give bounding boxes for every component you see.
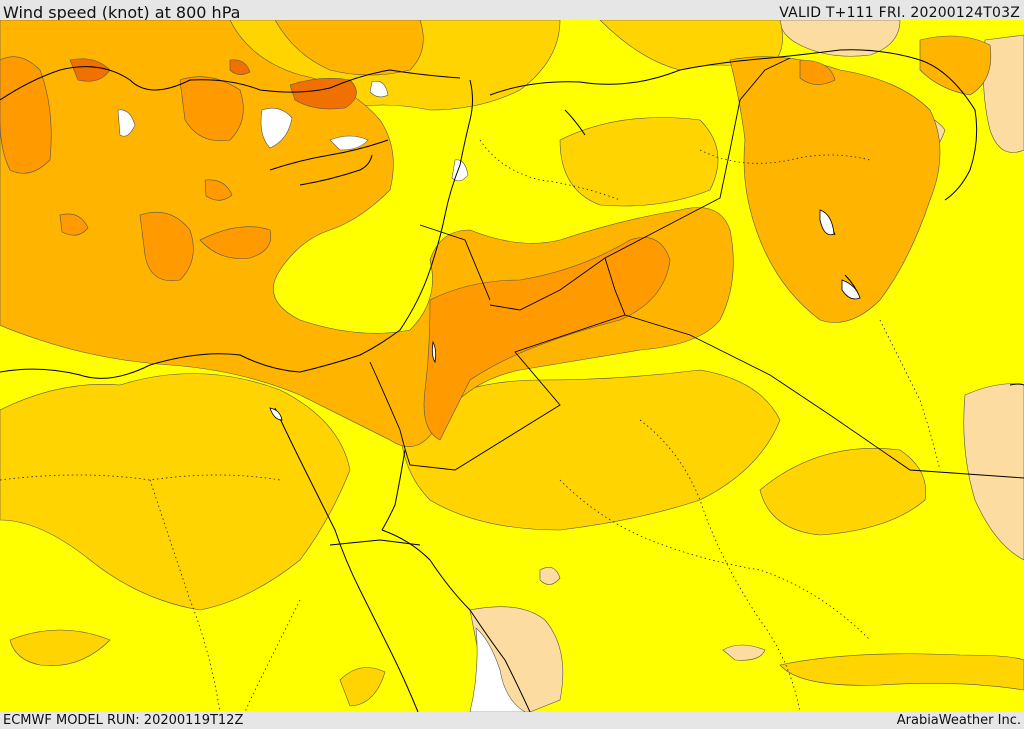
header-bar: Wind speed (knot) at 800 hPa VALID T+111… [0, 0, 1024, 22]
coastlines [0, 49, 1024, 712]
wind-band-very-strong [69, 58, 357, 110]
model-run-label: ECMWF MODEL RUN: 20200119T12Z [3, 713, 244, 728]
valid-time-label: VALID T+111 FRI. 20200124T03Z [779, 5, 1020, 21]
map-canvas [0, 20, 1024, 712]
province-boundaries [0, 139, 941, 712]
map-title: Wind speed (knot) at 800 hPa [3, 3, 241, 22]
inland-water [269, 209, 861, 421]
credit-label: ArabiaWeather Inc. [896, 713, 1021, 728]
wind-speed-map [0, 20, 1024, 712]
country-borders [329, 57, 1024, 546]
footer-bar: ECMWF MODEL RUN: 20200119T12Z ArabiaWeat… [0, 712, 1024, 729]
wind-band-strong [0, 56, 836, 441]
